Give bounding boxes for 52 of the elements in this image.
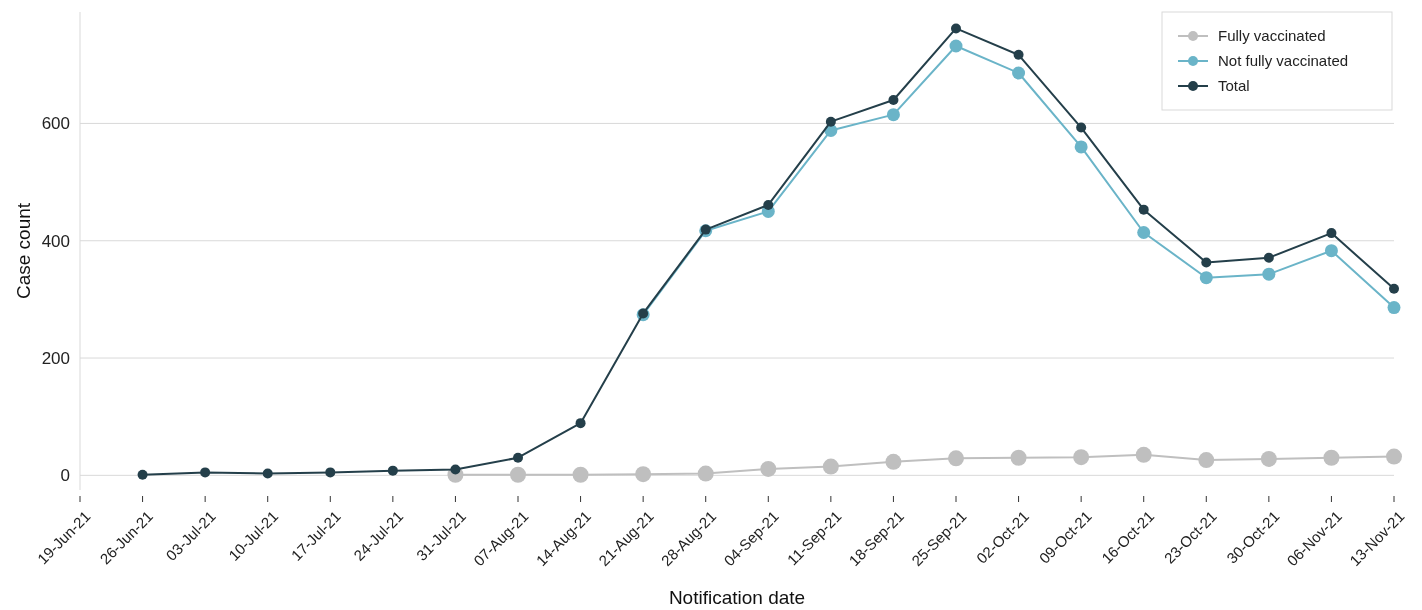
point bbox=[387, 465, 398, 476]
point bbox=[1138, 204, 1149, 215]
point bbox=[886, 108, 900, 122]
point bbox=[1323, 449, 1340, 466]
point bbox=[697, 465, 714, 482]
point bbox=[1010, 449, 1027, 466]
point bbox=[951, 23, 961, 34]
point bbox=[1260, 450, 1277, 467]
point bbox=[825, 116, 836, 127]
point bbox=[1013, 49, 1024, 60]
point bbox=[1326, 228, 1337, 239]
point bbox=[1263, 252, 1274, 263]
legend-label: Fully vaccinated bbox=[1218, 27, 1326, 45]
point bbox=[137, 469, 148, 480]
point bbox=[1198, 452, 1215, 469]
point bbox=[949, 39, 963, 53]
point bbox=[325, 467, 336, 478]
point bbox=[572, 466, 589, 483]
point bbox=[1389, 283, 1399, 294]
point bbox=[1262, 267, 1276, 281]
point bbox=[1387, 301, 1401, 315]
point bbox=[1076, 122, 1087, 133]
point bbox=[888, 94, 899, 105]
y-tick-label: 400 bbox=[41, 231, 70, 251]
point bbox=[948, 450, 964, 467]
legend-label: Not fully vaccinated bbox=[1218, 52, 1349, 70]
point bbox=[510, 466, 526, 483]
y-tick-label: 200 bbox=[41, 348, 70, 368]
y-tick-label: 0 bbox=[60, 466, 70, 486]
point bbox=[262, 468, 273, 479]
x-axis-title: Notification date bbox=[668, 587, 806, 608]
point bbox=[450, 464, 461, 475]
point bbox=[885, 453, 902, 470]
point bbox=[1199, 271, 1213, 285]
point bbox=[1074, 140, 1088, 154]
point bbox=[760, 460, 777, 477]
point bbox=[575, 418, 586, 429]
point bbox=[635, 466, 652, 483]
point bbox=[1137, 226, 1151, 240]
point bbox=[1135, 446, 1152, 463]
point bbox=[1324, 244, 1338, 258]
y-axis-title: Case count bbox=[13, 202, 34, 300]
point bbox=[1073, 449, 1090, 466]
point bbox=[763, 199, 774, 210]
y-tick-label: 600 bbox=[41, 114, 70, 134]
point bbox=[1012, 66, 1026, 80]
point bbox=[200, 467, 211, 478]
point bbox=[822, 458, 839, 475]
point bbox=[513, 452, 523, 463]
point bbox=[1386, 448, 1402, 465]
legend-label: Total bbox=[1218, 77, 1250, 95]
point bbox=[1201, 257, 1212, 268]
